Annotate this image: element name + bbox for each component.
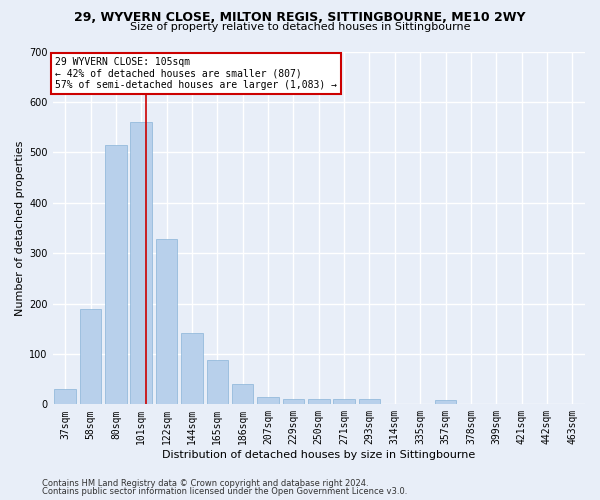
Bar: [334, 400, 355, 404]
X-axis label: Distribution of detached houses by size in Sittingbourne: Distribution of detached houses by size …: [162, 450, 475, 460]
Bar: [308, 400, 329, 404]
Bar: [435, 400, 457, 404]
Bar: [257, 398, 279, 404]
Bar: [80, 308, 101, 404]
Bar: [130, 122, 152, 405]
Bar: [232, 384, 253, 404]
Bar: [181, 333, 203, 404]
Text: Contains HM Land Registry data © Crown copyright and database right 2024.: Contains HM Land Registry data © Crown c…: [42, 478, 368, 488]
Bar: [283, 399, 304, 404]
Text: Contains public sector information licensed under the Open Government Licence v3: Contains public sector information licen…: [42, 487, 407, 496]
Text: 29 WYVERN CLOSE: 105sqm
← 42% of detached houses are smaller (807)
57% of semi-d: 29 WYVERN CLOSE: 105sqm ← 42% of detache…: [55, 57, 337, 90]
Bar: [156, 239, 178, 404]
Y-axis label: Number of detached properties: Number of detached properties: [15, 140, 25, 316]
Text: 29, WYVERN CLOSE, MILTON REGIS, SITTINGBOURNE, ME10 2WY: 29, WYVERN CLOSE, MILTON REGIS, SITTINGB…: [74, 11, 526, 24]
Bar: [55, 389, 76, 404]
Text: Size of property relative to detached houses in Sittingbourne: Size of property relative to detached ho…: [130, 22, 470, 32]
Bar: [105, 144, 127, 404]
Bar: [206, 360, 228, 405]
Bar: [359, 400, 380, 404]
